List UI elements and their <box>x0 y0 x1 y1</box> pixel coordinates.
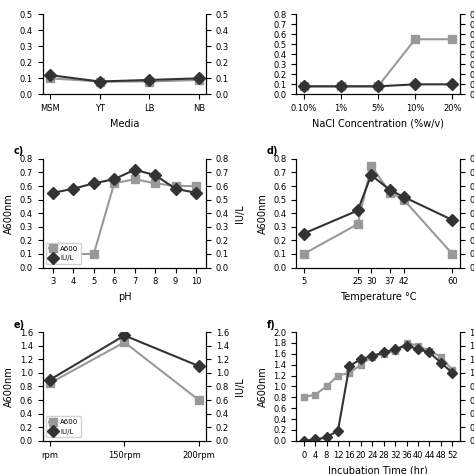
Legend: A600, IU/L: A600, IU/L <box>46 416 81 438</box>
Y-axis label: IU/L: IU/L <box>235 377 245 396</box>
Text: e): e) <box>13 320 24 330</box>
Y-axis label: A600nm: A600nm <box>4 193 14 234</box>
X-axis label: NaCl Concentration (%w/v): NaCl Concentration (%w/v) <box>312 118 444 128</box>
Y-axis label: IU/L: IU/L <box>235 204 245 223</box>
Text: d): d) <box>267 146 278 156</box>
Legend: A600, IU/L: A600, IU/L <box>46 243 81 264</box>
X-axis label: pH: pH <box>118 292 131 302</box>
Text: c): c) <box>13 146 24 156</box>
Y-axis label: A600nm: A600nm <box>258 193 268 234</box>
X-axis label: Media: Media <box>110 118 139 128</box>
X-axis label: Incubation Time (hr): Incubation Time (hr) <box>328 465 428 474</box>
Y-axis label: A600nm: A600nm <box>4 366 14 407</box>
Text: f): f) <box>267 320 275 330</box>
X-axis label: Temperature °C: Temperature °C <box>340 292 416 302</box>
Y-axis label: A600nm: A600nm <box>258 366 268 407</box>
